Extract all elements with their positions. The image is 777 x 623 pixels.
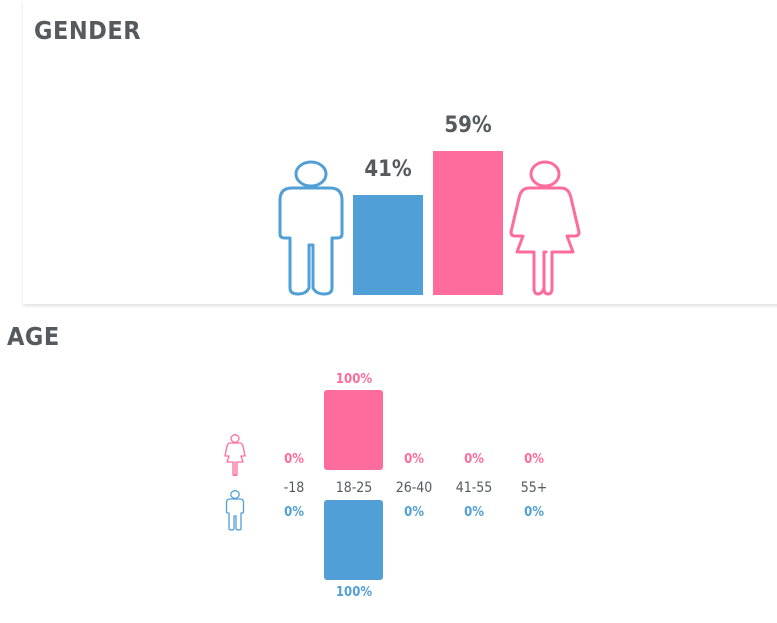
age-female-label: 0%	[404, 452, 424, 467]
age-bar-male-18-25	[324, 500, 383, 580]
age-bar-female-18-25	[324, 390, 383, 470]
age-heading: AGE	[7, 322, 60, 351]
male-person-icon	[278, 160, 344, 296]
age-female-label: 0%	[284, 452, 304, 467]
age-male-label: 0%	[524, 505, 544, 520]
age-male-label: 0%	[464, 505, 484, 520]
age-female-label: 0%	[464, 452, 484, 467]
age-category-label: 55+	[520, 480, 548, 496]
male-person-icon	[225, 490, 245, 531]
age-female-label: 100%	[335, 372, 373, 387]
age-male-label: 0%	[284, 505, 304, 520]
gender-label-male: 41%	[364, 157, 412, 182]
age-category-label: 18-25	[335, 480, 373, 496]
age-category-label: 41-55	[455, 480, 493, 496]
age-male-label: 0%	[404, 505, 424, 520]
age-category-label: 26-40	[395, 480, 433, 496]
gender-bar-male	[353, 195, 423, 295]
female-person-icon	[509, 160, 581, 296]
age-female-label: 0%	[524, 452, 544, 467]
gender-bar-female	[433, 151, 503, 295]
age-category-label: -18	[283, 480, 305, 496]
gender-heading: GENDER	[34, 16, 142, 45]
female-person-icon	[224, 434, 246, 477]
gender-label-female: 59%	[444, 113, 492, 138]
age-male-label: 100%	[335, 585, 373, 600]
